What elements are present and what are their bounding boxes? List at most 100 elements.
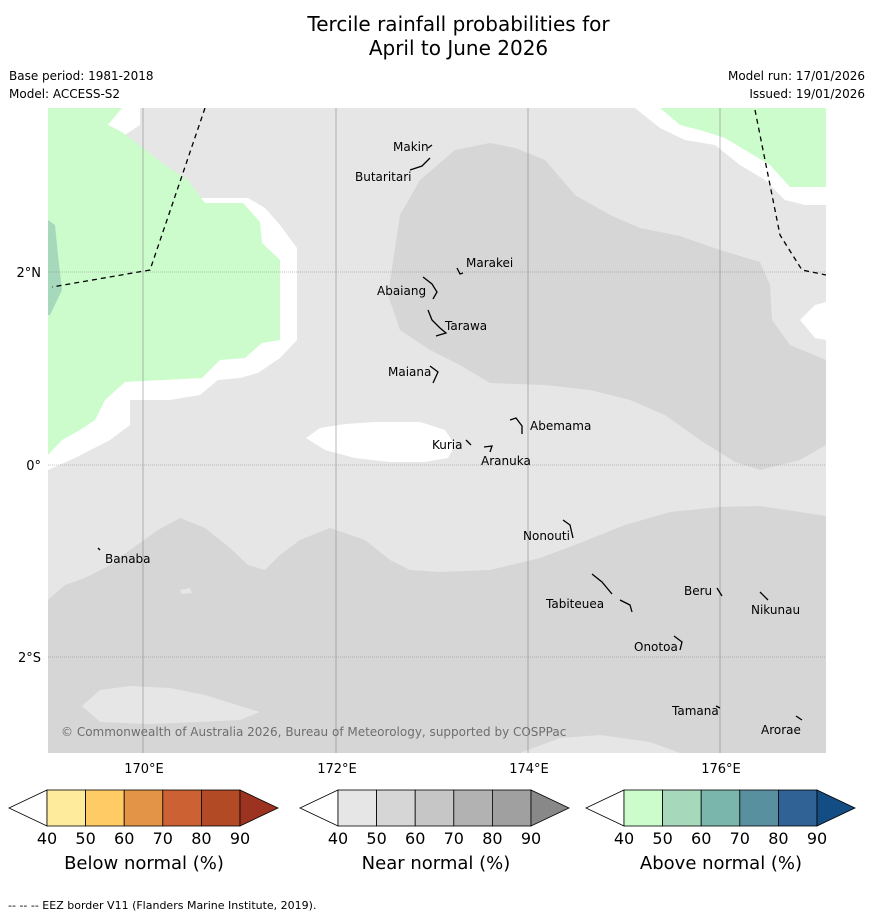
lon-label-174e: 174°E (509, 762, 549, 777)
island-label-marakei: Marakei (466, 256, 513, 270)
colorbar-near-tick-label: 40 (328, 829, 348, 848)
colorbar-title-below: Below normal (%) (64, 853, 224, 874)
island-shape-beru (716, 587, 723, 597)
title-line-1: Tercile rainfall probabilities for (307, 12, 610, 36)
colorbar-above-extend-high (816, 789, 856, 827)
map-title: Tercile rainfall probabilities for April… (0, 12, 873, 60)
colorbar-below-segment (46, 789, 86, 827)
colorbar-near-extend-high (530, 789, 570, 827)
island-shape-nikunau (759, 591, 769, 601)
colorbar-below-extend-high (239, 789, 279, 827)
island-shape-tarawa (427, 309, 448, 337)
colorbar-above-tick-label: 90 (807, 829, 827, 848)
colorbar-above-segment (739, 789, 779, 827)
island-label-kuria: Kuria (432, 438, 463, 452)
island-shape-abemama (509, 417, 523, 434)
white-patch-center (306, 422, 455, 462)
colorbar-above-tick-label: 70 (730, 829, 750, 848)
colorbar-below-segment (162, 789, 202, 827)
title-line-2: April to June 2026 (368, 36, 549, 60)
near-normal-60-region-south (48, 506, 826, 753)
colorbar-legend: 40 50 60 70 80 90 40 50 60 70 80 90 40 50 60 70 80 90 (8, 789, 856, 848)
island-shape-tabiteuea-south (619, 599, 633, 613)
colorbar-below-tick-label: 70 (153, 829, 173, 848)
base-period: Base period: 1981-2018 (9, 69, 154, 83)
island-label-makin: Makin (393, 140, 429, 154)
island-shape-maiana (429, 365, 439, 384)
colorbar-near-segment (453, 789, 493, 827)
eez-border-west (51, 108, 206, 288)
colorbar-below-tick-label: 80 (191, 829, 211, 848)
colorbar-below-tick-label: 60 (114, 829, 134, 848)
island-shape-arorae (795, 715, 803, 721)
colorbar-above-segment (700, 789, 741, 827)
lat-label-2s: 2°S (18, 651, 41, 666)
eez-footer-note: -- -- -- EEZ border V11 (Flanders Marine… (8, 899, 317, 912)
above-normal-50-east (660, 108, 826, 187)
island-shape-nonouti (562, 519, 574, 539)
colorbar-above-segment (662, 789, 702, 827)
island-shape-aranuka (483, 445, 493, 453)
island-shape-marakei (456, 267, 464, 275)
island-label-beru: Beru (684, 584, 712, 598)
near-normal-patch-small (180, 588, 192, 594)
colorbar-near-segment (337, 789, 377, 827)
colorbar-below-tick-label: 50 (75, 829, 95, 848)
island-label-tamana: Tamana (671, 704, 719, 718)
lon-label-176e: 176°E (701, 762, 741, 777)
island-outlines (97, 144, 803, 721)
island-label-butaritari: Butaritari (355, 170, 412, 184)
colorbar-near-tick-label: 90 (521, 829, 541, 848)
island-shape-kuria (465, 439, 472, 446)
island-label-nikunau: Nikunau (751, 603, 800, 617)
colorbar-above-tick-label: 50 (652, 829, 672, 848)
lat-label-2n: 2°N (17, 266, 42, 281)
graticule (48, 108, 826, 753)
model-name: Model: ACCESS-S2 (9, 87, 121, 101)
colorbar-near-segment (414, 789, 455, 827)
above-normal-60-west (48, 220, 62, 315)
lon-label-170e: 170°E (124, 762, 164, 777)
island-label-banaba: Banaba (105, 552, 151, 566)
colorbar-below-tick-label: 90 (230, 829, 250, 848)
colorbar-above-segment (778, 789, 818, 827)
island-label-aranuka: Aranuka (481, 454, 531, 468)
island-label-nonouti: Nonouti (523, 529, 570, 543)
copyright-notice: © Commonwealth of Australia 2026, Bureau… (61, 725, 566, 739)
map-area: Makin Butaritari Marakei Abaiang Tarawa … (48, 108, 826, 753)
island-label-onotoa: Onotoa (634, 640, 678, 654)
island-shape-tabiteuea-north (591, 573, 613, 595)
island-label-abemama: Abemama (530, 419, 591, 433)
model-run: Model run: 17/01/2026 (727, 69, 865, 83)
meta-right: Model run: 17/01/2026 Issued: 19/01/2026 (728, 67, 865, 103)
colorbar-below-segment (85, 789, 125, 827)
colorbar-above-extend-low (585, 789, 625, 827)
colorbar-above-tick-label: 40 (614, 829, 634, 848)
island-shape-abaiang (422, 276, 438, 300)
colorbar-title-near: Near normal (%) (361, 853, 511, 874)
island-shape-makin (427, 144, 433, 149)
colorbar-above-tick-label: 80 (768, 829, 788, 848)
colorbar-below-segment (123, 789, 164, 827)
colorbar-below-extend-low (8, 789, 48, 827)
white-patch-east (800, 302, 826, 340)
near-normal-60-region-north (388, 143, 826, 470)
island-shape-tamana (715, 705, 721, 709)
island-label-abaiang: Abaiang (377, 284, 426, 298)
colorbar-near-tick-label: 50 (366, 829, 386, 848)
island-shape-banaba (97, 547, 101, 551)
colorbar-near-tick-label: 70 (444, 829, 464, 848)
island-label-tabiteuea: Tabiteuea (545, 597, 604, 611)
island-label-maiana: Maiana (388, 365, 431, 379)
near-normal-50-patch-south (82, 686, 260, 724)
lat-label-equator: 0° (26, 459, 41, 474)
meta-left: Base period: 1981-2018 Model: ACCESS-S2 (9, 67, 154, 103)
colorbar-near-extend-low (299, 789, 339, 827)
colorbar-title-above: Above normal (%) (639, 853, 803, 874)
eez-border (51, 108, 826, 288)
lon-label-172e: 172°E (317, 762, 357, 777)
colorbar-near-segment (491, 789, 532, 827)
colorbar-below-segment (200, 789, 241, 827)
colorbar-above-segment (623, 789, 663, 827)
